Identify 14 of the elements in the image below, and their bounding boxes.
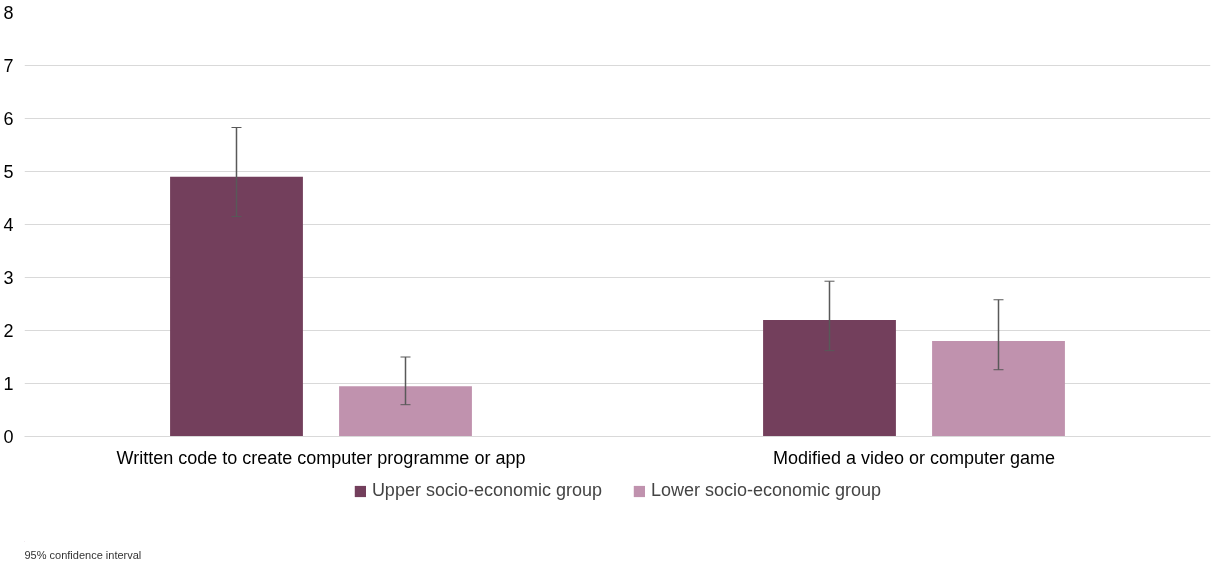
y-tick-label: 3 xyxy=(3,268,14,288)
y-tick-label: 5 xyxy=(3,162,14,182)
y-tick-label: 6 xyxy=(3,109,14,129)
y-tick-label: 0 xyxy=(3,427,14,447)
y-tick-label: 4 xyxy=(3,215,14,235)
y-tick-label: 8 xyxy=(3,3,14,23)
y-tick-label: 7 xyxy=(3,56,14,76)
y-tick-label: 2 xyxy=(3,321,14,341)
y-tick-label: 1 xyxy=(3,374,14,394)
legend-label: Upper socio-economic group xyxy=(371,480,602,501)
text: 95% confidence interval xyxy=(24,548,142,561)
x-tick-label: Modified a video or computer game xyxy=(772,447,1056,468)
legend-label: Lower socio-economic group xyxy=(651,480,882,501)
x-tick-label: Written code to create computer programme or app xyxy=(116,447,526,468)
